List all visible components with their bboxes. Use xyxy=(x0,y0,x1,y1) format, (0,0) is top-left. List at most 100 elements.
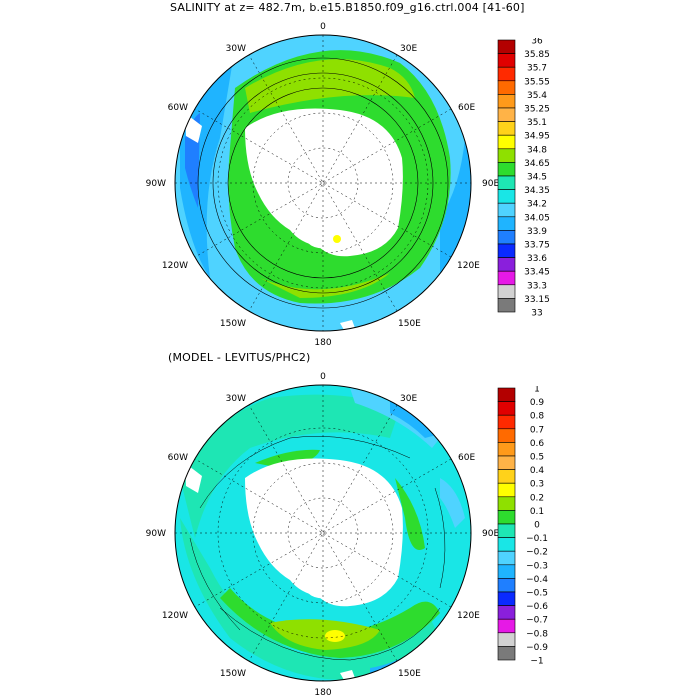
colorbar-label: 35.4 xyxy=(527,91,547,101)
colorbar-label: 0.9 xyxy=(530,398,545,408)
colorbar-label: 34.8 xyxy=(527,145,547,155)
colorbar-label: −0.8 xyxy=(526,629,548,639)
colorbar-label: 0.7 xyxy=(530,425,544,435)
colorbar-label: 33.3 xyxy=(527,281,547,291)
colorbar-label: 35.25 xyxy=(524,105,550,115)
colorbar-swatch xyxy=(497,510,516,525)
lon-label-120e: 120E xyxy=(457,611,480,621)
lon-label-150w: 150W xyxy=(220,669,246,679)
colorbar-swatch xyxy=(497,523,516,538)
colorbar-label: 33.9 xyxy=(527,227,547,237)
colorbar-label: 1 xyxy=(534,386,540,395)
colorbar-label: 35.1 xyxy=(527,118,547,128)
colorbar-swatch xyxy=(497,243,516,258)
lon-label-180: 180 xyxy=(314,338,331,348)
lon-label-180: 180 xyxy=(314,688,331,698)
colorbar-swatch xyxy=(497,496,516,511)
colorbar-label: 0.4 xyxy=(530,466,545,476)
colorbar-swatch xyxy=(497,578,516,593)
map-title-salinity: SALINITY at z= 482.7m, b.e15.B1850.f09_g… xyxy=(170,1,525,14)
colorbar-swatch xyxy=(497,94,516,109)
colorbar-label: −0.6 xyxy=(526,602,548,612)
colorbar-label: 33.45 xyxy=(524,268,550,278)
colorbar-swatch xyxy=(497,564,516,579)
colorbar-swatch xyxy=(497,401,516,416)
colorbar-label: 33.6 xyxy=(527,254,547,264)
lon-label-60w: 60W xyxy=(168,103,188,113)
colorbar-label: −0.3 xyxy=(526,561,548,571)
colorbar-label: 34.65 xyxy=(524,159,550,169)
colorbar-swatch xyxy=(497,189,516,204)
colorbar-label: 34.95 xyxy=(524,132,550,142)
colorbar-swatch xyxy=(497,605,516,620)
colorbar-label: 34.2 xyxy=(527,200,547,210)
colorbar-label: 34.35 xyxy=(524,186,550,196)
colorbar-label: 33.75 xyxy=(524,241,550,251)
colorbar-label: 0.3 xyxy=(530,480,544,490)
lon-label-120w: 120W xyxy=(162,611,188,621)
colorbar-swatch xyxy=(497,632,516,647)
colorbar-label: 35.55 xyxy=(524,77,550,87)
colorbar-swatch xyxy=(497,134,516,150)
colorbar-swatch xyxy=(497,107,516,122)
difference-polar-map: 0 30E 60E 90E 120E 150E 180 150W 120W 90… xyxy=(146,372,500,698)
colorbar-swatch xyxy=(497,66,516,82)
colorbar-label: −0.4 xyxy=(526,575,548,585)
colorbar-label: 34.05 xyxy=(524,213,550,223)
colorbar-swatch xyxy=(497,428,516,443)
lon-label-120w: 120W xyxy=(162,261,188,271)
colorbar-swatch xyxy=(497,162,516,177)
colorbar-swatch xyxy=(497,482,516,498)
map-title-difference: (MODEL - LEVITUS/PHC2) xyxy=(168,351,311,364)
colorbar-label: 36 xyxy=(531,38,543,47)
colorbar-swatch xyxy=(497,284,516,299)
lon-label-60e: 60E xyxy=(458,103,475,113)
colorbar-swatch xyxy=(497,257,516,272)
colorbar-label: 0.1 xyxy=(530,507,544,517)
colorbar-swatch xyxy=(497,537,516,552)
lon-label-60w: 60W xyxy=(168,453,188,463)
lon-label-150e: 150E xyxy=(398,669,421,679)
colorbar-label: 0.6 xyxy=(530,439,545,449)
lon-label-90w: 90W xyxy=(146,179,166,189)
lon-label-90e: 90E xyxy=(482,529,499,539)
salinity-colorbar: 36 35.85 35.7 35.55 35.4 35.25 35.1 34.95 34.8 34… xyxy=(497,38,550,319)
colorbar-swatch xyxy=(497,39,516,54)
lon-label-0: 0 xyxy=(320,372,326,382)
salinity-polar-map: 0 30E 60E 90E 120E 150E 180 150W 120W 90… xyxy=(146,22,500,348)
colorbar-swatch xyxy=(497,175,516,190)
lon-label-30w: 30W xyxy=(226,44,246,54)
colorbar-label: −0.2 xyxy=(526,548,548,558)
colorbar-label: −1 xyxy=(530,657,543,667)
colorbar-swatch xyxy=(497,270,516,286)
lon-label-150e: 150E xyxy=(398,319,421,329)
colorbar-swatch xyxy=(497,202,516,218)
lon-label-150w: 150W xyxy=(220,319,246,329)
colorbar-label: 0.5 xyxy=(530,453,544,463)
lon-label-30e: 30E xyxy=(400,394,417,404)
colorbar-swatch xyxy=(497,469,516,484)
colorbar-swatch xyxy=(497,618,516,634)
colorbar-label: 0 xyxy=(534,521,540,531)
colorbar-swatch xyxy=(497,414,516,430)
colorbar-label: 0.8 xyxy=(530,412,545,422)
colorbar-label: −0.7 xyxy=(526,616,548,626)
colorbar-swatch xyxy=(497,387,516,402)
difference-colorbar: 1 0.9 0.8 0.7 0.6 0.5 0.4 0.3 0.2 0.1 0 −0.1 −0.2 −0.… xyxy=(497,386,548,667)
lon-label-120e: 120E xyxy=(457,261,480,271)
colorbar-label: −0.9 xyxy=(526,643,548,653)
colorbar-swatch xyxy=(497,442,516,457)
colorbar-swatch xyxy=(497,455,516,470)
colorbar-label: −0.5 xyxy=(526,589,548,599)
lon-label-90w: 90W xyxy=(146,529,166,539)
colorbar-label: −0.1 xyxy=(526,534,548,544)
colorbar-swatch xyxy=(497,121,516,136)
colorbar-swatch xyxy=(497,80,516,95)
colorbar-label: 33 xyxy=(531,309,542,319)
colorbar-swatch xyxy=(497,148,516,163)
colorbar-label: 35.85 xyxy=(524,50,550,60)
colorbar-label: 0.2 xyxy=(530,493,544,503)
colorbar-label: 34.5 xyxy=(527,173,547,183)
lon-label-60e: 60E xyxy=(458,453,475,463)
lon-label-30w: 30W xyxy=(226,394,246,404)
